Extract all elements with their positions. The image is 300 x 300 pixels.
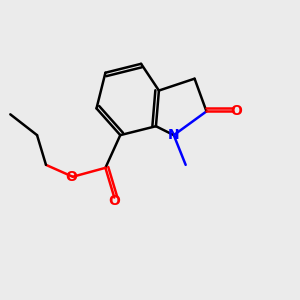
- Text: O: O: [65, 170, 77, 184]
- Text: O: O: [108, 194, 120, 208]
- Text: N: N: [168, 128, 180, 142]
- Text: O: O: [230, 104, 242, 118]
